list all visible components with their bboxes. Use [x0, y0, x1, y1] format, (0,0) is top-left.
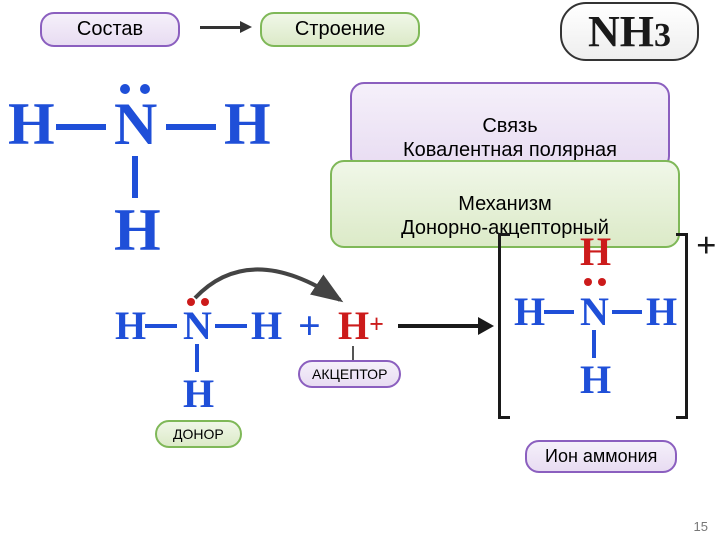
- donor-pill: ДОНОР: [155, 420, 242, 448]
- plus-before-hplus: +: [298, 302, 321, 349]
- big-h-bottom: H: [114, 196, 161, 265]
- nh3-sub: 3: [654, 17, 671, 54]
- nh3-lewis-big: H N H H: [8, 70, 298, 250]
- nh3-main: NH: [588, 7, 654, 56]
- prod-n: N: [580, 288, 609, 335]
- acceptor-connector: [352, 346, 354, 360]
- big-h-right: H: [224, 90, 271, 159]
- ammonium-product: + H H N H H: [498, 230, 718, 430]
- prod-h-left: H: [514, 288, 545, 335]
- slide-number: 15: [694, 519, 708, 534]
- acceptor-pill: АКЦЕПТОР: [298, 360, 401, 388]
- big-n: N: [114, 90, 157, 159]
- hplus-h: H: [338, 303, 369, 348]
- composition-label: Состав: [77, 18, 143, 40]
- composition-pill: Состав: [40, 12, 180, 47]
- product-charge: +: [696, 224, 717, 266]
- structure-label: Строение: [295, 18, 385, 40]
- hplus-sup: +: [369, 310, 384, 339]
- big-h-left: H: [8, 90, 55, 159]
- acceptor-label: АКЦЕПТОР: [312, 366, 387, 382]
- bond-type-label: Связь Ковалентная полярная: [403, 115, 617, 161]
- prod-h-top: H: [580, 228, 611, 275]
- bracket-right: [676, 233, 688, 419]
- donor-h-bottom: H: [183, 370, 214, 417]
- structure-pill: Строение: [260, 12, 420, 47]
- nh3-formula: NH3: [560, 2, 699, 61]
- bracket-left: [498, 233, 510, 419]
- prod-h-bottom: H: [580, 356, 611, 403]
- ion-pill: Ион аммония: [525, 440, 677, 473]
- donor-h-left: H: [115, 302, 146, 349]
- donor-label: ДОНОР: [173, 426, 224, 442]
- ion-label: Ион аммония: [545, 446, 657, 466]
- bond-type-pill: Связь Ковалентная полярная: [350, 82, 670, 170]
- prod-h-right: H: [646, 288, 677, 335]
- h-plus: H+: [338, 302, 384, 349]
